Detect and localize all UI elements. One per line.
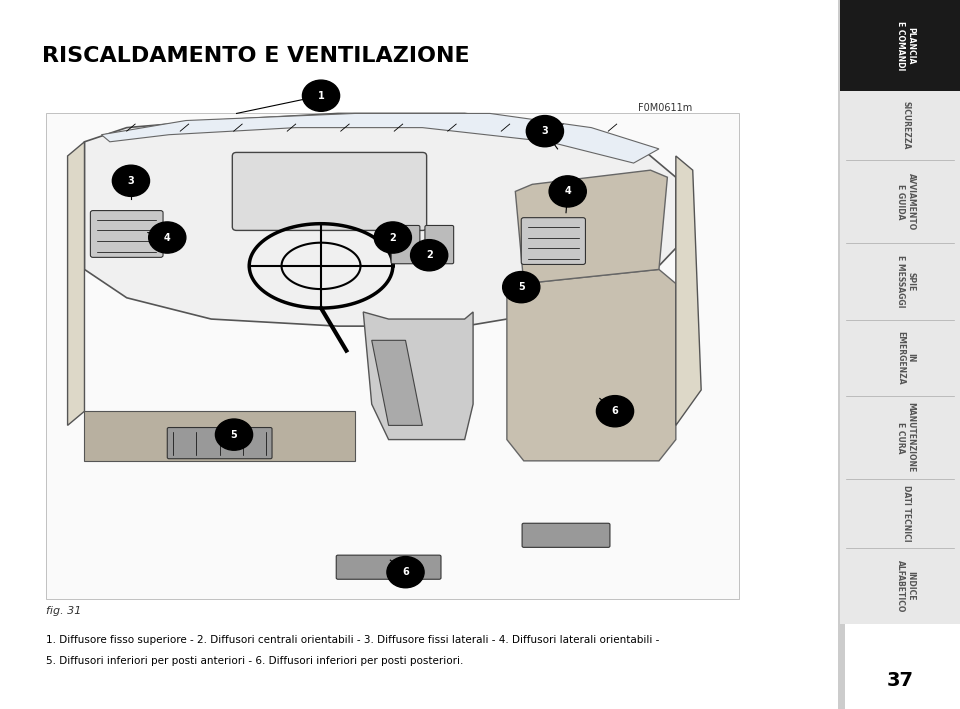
Polygon shape [102, 113, 659, 163]
FancyBboxPatch shape [391, 225, 420, 264]
Text: PLANCIA
E COMANDI: PLANCIA E COMANDI [897, 21, 916, 70]
Polygon shape [676, 156, 701, 425]
Text: 2: 2 [426, 250, 433, 260]
FancyBboxPatch shape [232, 152, 426, 230]
FancyBboxPatch shape [90, 211, 163, 257]
Bar [840, 0, 960, 91]
Text: SICUREZZA: SICUREZZA [901, 101, 910, 150]
FancyBboxPatch shape [336, 555, 441, 579]
Text: AVVIAMENTO
E GUIDA: AVVIAMENTO E GUIDA [897, 173, 916, 230]
Circle shape [526, 116, 564, 147]
Polygon shape [363, 312, 473, 440]
Text: SPIE
E MESSAGGI: SPIE E MESSAGGI [897, 255, 916, 308]
Polygon shape [516, 170, 667, 284]
Text: MANUTENZIONE
E CURA: MANUTENZIONE E CURA [897, 403, 916, 473]
Circle shape [549, 176, 587, 207]
Polygon shape [84, 411, 355, 461]
Bar [840, 91, 960, 160]
Circle shape [387, 557, 424, 588]
Text: 5: 5 [230, 430, 237, 440]
FancyBboxPatch shape [425, 225, 454, 264]
Text: F0M0611m: F0M0611m [638, 103, 693, 113]
Text: 5: 5 [517, 282, 524, 292]
Bar [840, 160, 960, 243]
Bar [840, 320, 960, 396]
Text: 1. Diffusore fisso superiore - 2. Diffusori centrali orientabili - 3. Diffusore : 1. Diffusore fisso superiore - 2. Diffus… [46, 635, 660, 644]
Text: 37: 37 [886, 671, 914, 690]
Text: 3: 3 [541, 126, 548, 136]
Circle shape [215, 419, 252, 450]
Polygon shape [84, 113, 676, 326]
FancyBboxPatch shape [522, 523, 610, 547]
FancyBboxPatch shape [521, 218, 586, 264]
Text: 2: 2 [390, 233, 396, 242]
FancyBboxPatch shape [46, 113, 739, 599]
Text: 5. Diffusori inferiori per posti anteriori - 6. Diffusori inferiori per posti po: 5. Diffusori inferiori per posti anterio… [46, 656, 464, 666]
Text: RISCALDAMENTO E VENTILAZIONE: RISCALDAMENTO E VENTILAZIONE [42, 46, 469, 66]
Text: 6: 6 [402, 567, 409, 577]
Circle shape [411, 240, 447, 271]
Text: fig. 31: fig. 31 [46, 606, 82, 616]
Text: DATI TECNICI: DATI TECNICI [901, 485, 910, 542]
Polygon shape [372, 340, 422, 425]
Circle shape [596, 396, 634, 427]
Circle shape [149, 222, 186, 253]
Text: 3: 3 [128, 176, 134, 186]
FancyBboxPatch shape [167, 428, 272, 459]
Text: 4: 4 [164, 233, 171, 242]
Text: 1: 1 [318, 91, 324, 101]
Bar [840, 479, 960, 548]
Text: IN
EMERGENZA: IN EMERGENZA [897, 331, 916, 384]
Text: INDICE
ALFABETICO: INDICE ALFABETICO [897, 559, 916, 612]
Bar [840, 396, 960, 479]
Circle shape [112, 165, 150, 196]
Text: 6: 6 [612, 406, 618, 416]
Circle shape [302, 80, 340, 111]
Polygon shape [67, 142, 84, 425]
Circle shape [374, 222, 412, 253]
FancyBboxPatch shape [838, 0, 845, 709]
Bar [840, 548, 960, 624]
Text: 4: 4 [564, 186, 571, 196]
Bar [840, 243, 960, 320]
Circle shape [503, 272, 540, 303]
Polygon shape [507, 269, 676, 461]
